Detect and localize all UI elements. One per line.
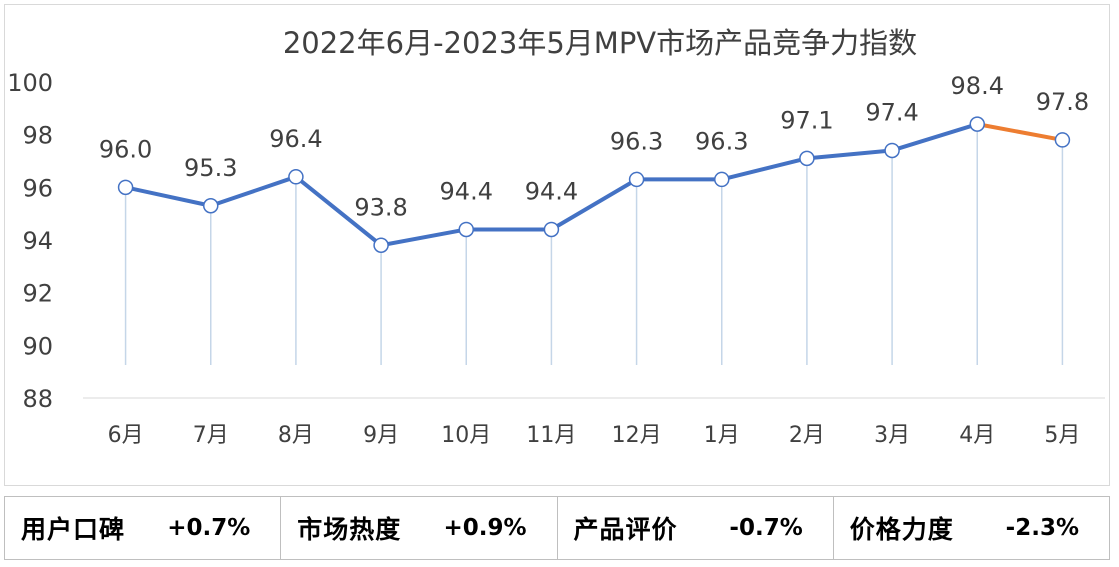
y-tick-label: 98	[22, 122, 53, 150]
x-tick-label: 8月	[278, 423, 314, 448]
metric-price-strength: 价格力度 -2.3%	[834, 497, 1109, 559]
x-tick-label: 4月	[959, 423, 995, 448]
metric-value: +0.7%	[167, 515, 251, 541]
data-point	[203, 198, 219, 214]
metric-label: 市场热度	[297, 515, 402, 544]
line-chart: 2022年6月-2023年5月MPV市场产品竞争力指数 88 90 92 94 96 98…	[7, 26, 1105, 448]
x-tick-label: 5月	[1044, 423, 1080, 448]
series-line-segment	[208, 174, 298, 208]
data-label: 97.1	[780, 106, 833, 134]
data-point	[117, 179, 134, 196]
data-label: 97.8	[1036, 88, 1089, 116]
series-line-segment	[379, 227, 469, 248]
data-point	[884, 142, 900, 159]
metric-user-reputation: 用户口碑 +0.7%	[5, 497, 282, 559]
y-tick-label: 100	[7, 69, 53, 97]
metric-market-heat: 市场热度 +0.9%	[281, 497, 558, 559]
x-tick-label: 9月	[363, 423, 399, 448]
y-tick-label: 90	[22, 332, 53, 360]
data-point	[714, 171, 730, 188]
series-line-segment	[804, 148, 895, 161]
metric-label: 产品评价	[573, 515, 678, 544]
x-tick-label: 1月	[704, 423, 740, 448]
data-point	[799, 150, 815, 167]
data-label: 93.8	[354, 193, 407, 221]
data-point	[373, 237, 389, 254]
data-point	[969, 116, 985, 132]
series-line-segment	[890, 122, 980, 153]
metric-product-rating: 产品评价 -0.7%	[558, 497, 834, 559]
data-point	[1054, 132, 1071, 148]
metric-value: +0.9%	[443, 515, 527, 541]
x-axis: 6月 7月 8月 9月 10月 11月 12月 1月 2月 3月 4月 5月	[83, 397, 1105, 448]
series-line-segment	[975, 122, 1065, 142]
y-tick-label: 94	[22, 227, 53, 255]
x-tick-label: 10月	[441, 423, 491, 448]
y-tick-label: 92	[22, 280, 53, 308]
x-tick-label: 2月	[789, 423, 825, 448]
metric-value: -0.7%	[729, 515, 803, 541]
data-label: 96.0	[99, 135, 152, 163]
chart-frame: 2022年6月-2023年5月MPV市场产品竞争力指数 88 90 92 94 96 98…	[4, 4, 1110, 486]
series-line-segment	[293, 174, 384, 248]
data-point	[458, 221, 474, 238]
series-lines	[123, 122, 1065, 248]
y-tick-label: 96	[22, 174, 53, 202]
series-line-segment	[123, 185, 213, 208]
data-point	[628, 171, 645, 188]
data-label: 98.4	[951, 72, 1004, 100]
x-tick-label: 12月	[612, 423, 662, 448]
data-label: 96.3	[695, 127, 748, 155]
x-tick-label: 3月	[874, 423, 910, 448]
data-label: 94.4	[525, 177, 578, 205]
metric-label: 用户口碑	[21, 515, 126, 544]
x-tick-label: 11月	[526, 423, 576, 448]
series-line-segment	[549, 177, 639, 232]
markers	[117, 116, 1071, 254]
drop-lines	[124, 124, 1064, 365]
data-label: 96.4	[269, 125, 322, 153]
chart-title: 2022年6月-2023年5月MPV市场产品竞争力指数	[283, 26, 917, 60]
data-point	[543, 221, 560, 238]
series-line-segment	[719, 156, 809, 182]
data-label: 95.3	[184, 154, 237, 182]
metrics-bar: 用户口碑 +0.7% 市场热度 +0.9% 产品评价 -0.7% 价格力度 -2…	[4, 496, 1110, 560]
data-label: 96.3	[610, 127, 663, 155]
data-point	[288, 169, 304, 185]
data-labels: 96.0 95.3 96.4 93.8 94.4 94.4 96.3 96.3 97.1 97.4…	[99, 72, 1089, 221]
data-label: 94.4	[440, 177, 493, 205]
y-tick-label: 88	[22, 385, 53, 413]
metric-label: 价格力度	[849, 515, 954, 544]
metric-value: -2.3%	[1005, 515, 1079, 541]
x-tick-label: 7月	[193, 423, 229, 448]
data-label: 97.4	[865, 98, 918, 126]
y-axis: 88 90 92 94 96 98 100	[7, 69, 53, 413]
x-tick-label: 6月	[108, 423, 144, 448]
